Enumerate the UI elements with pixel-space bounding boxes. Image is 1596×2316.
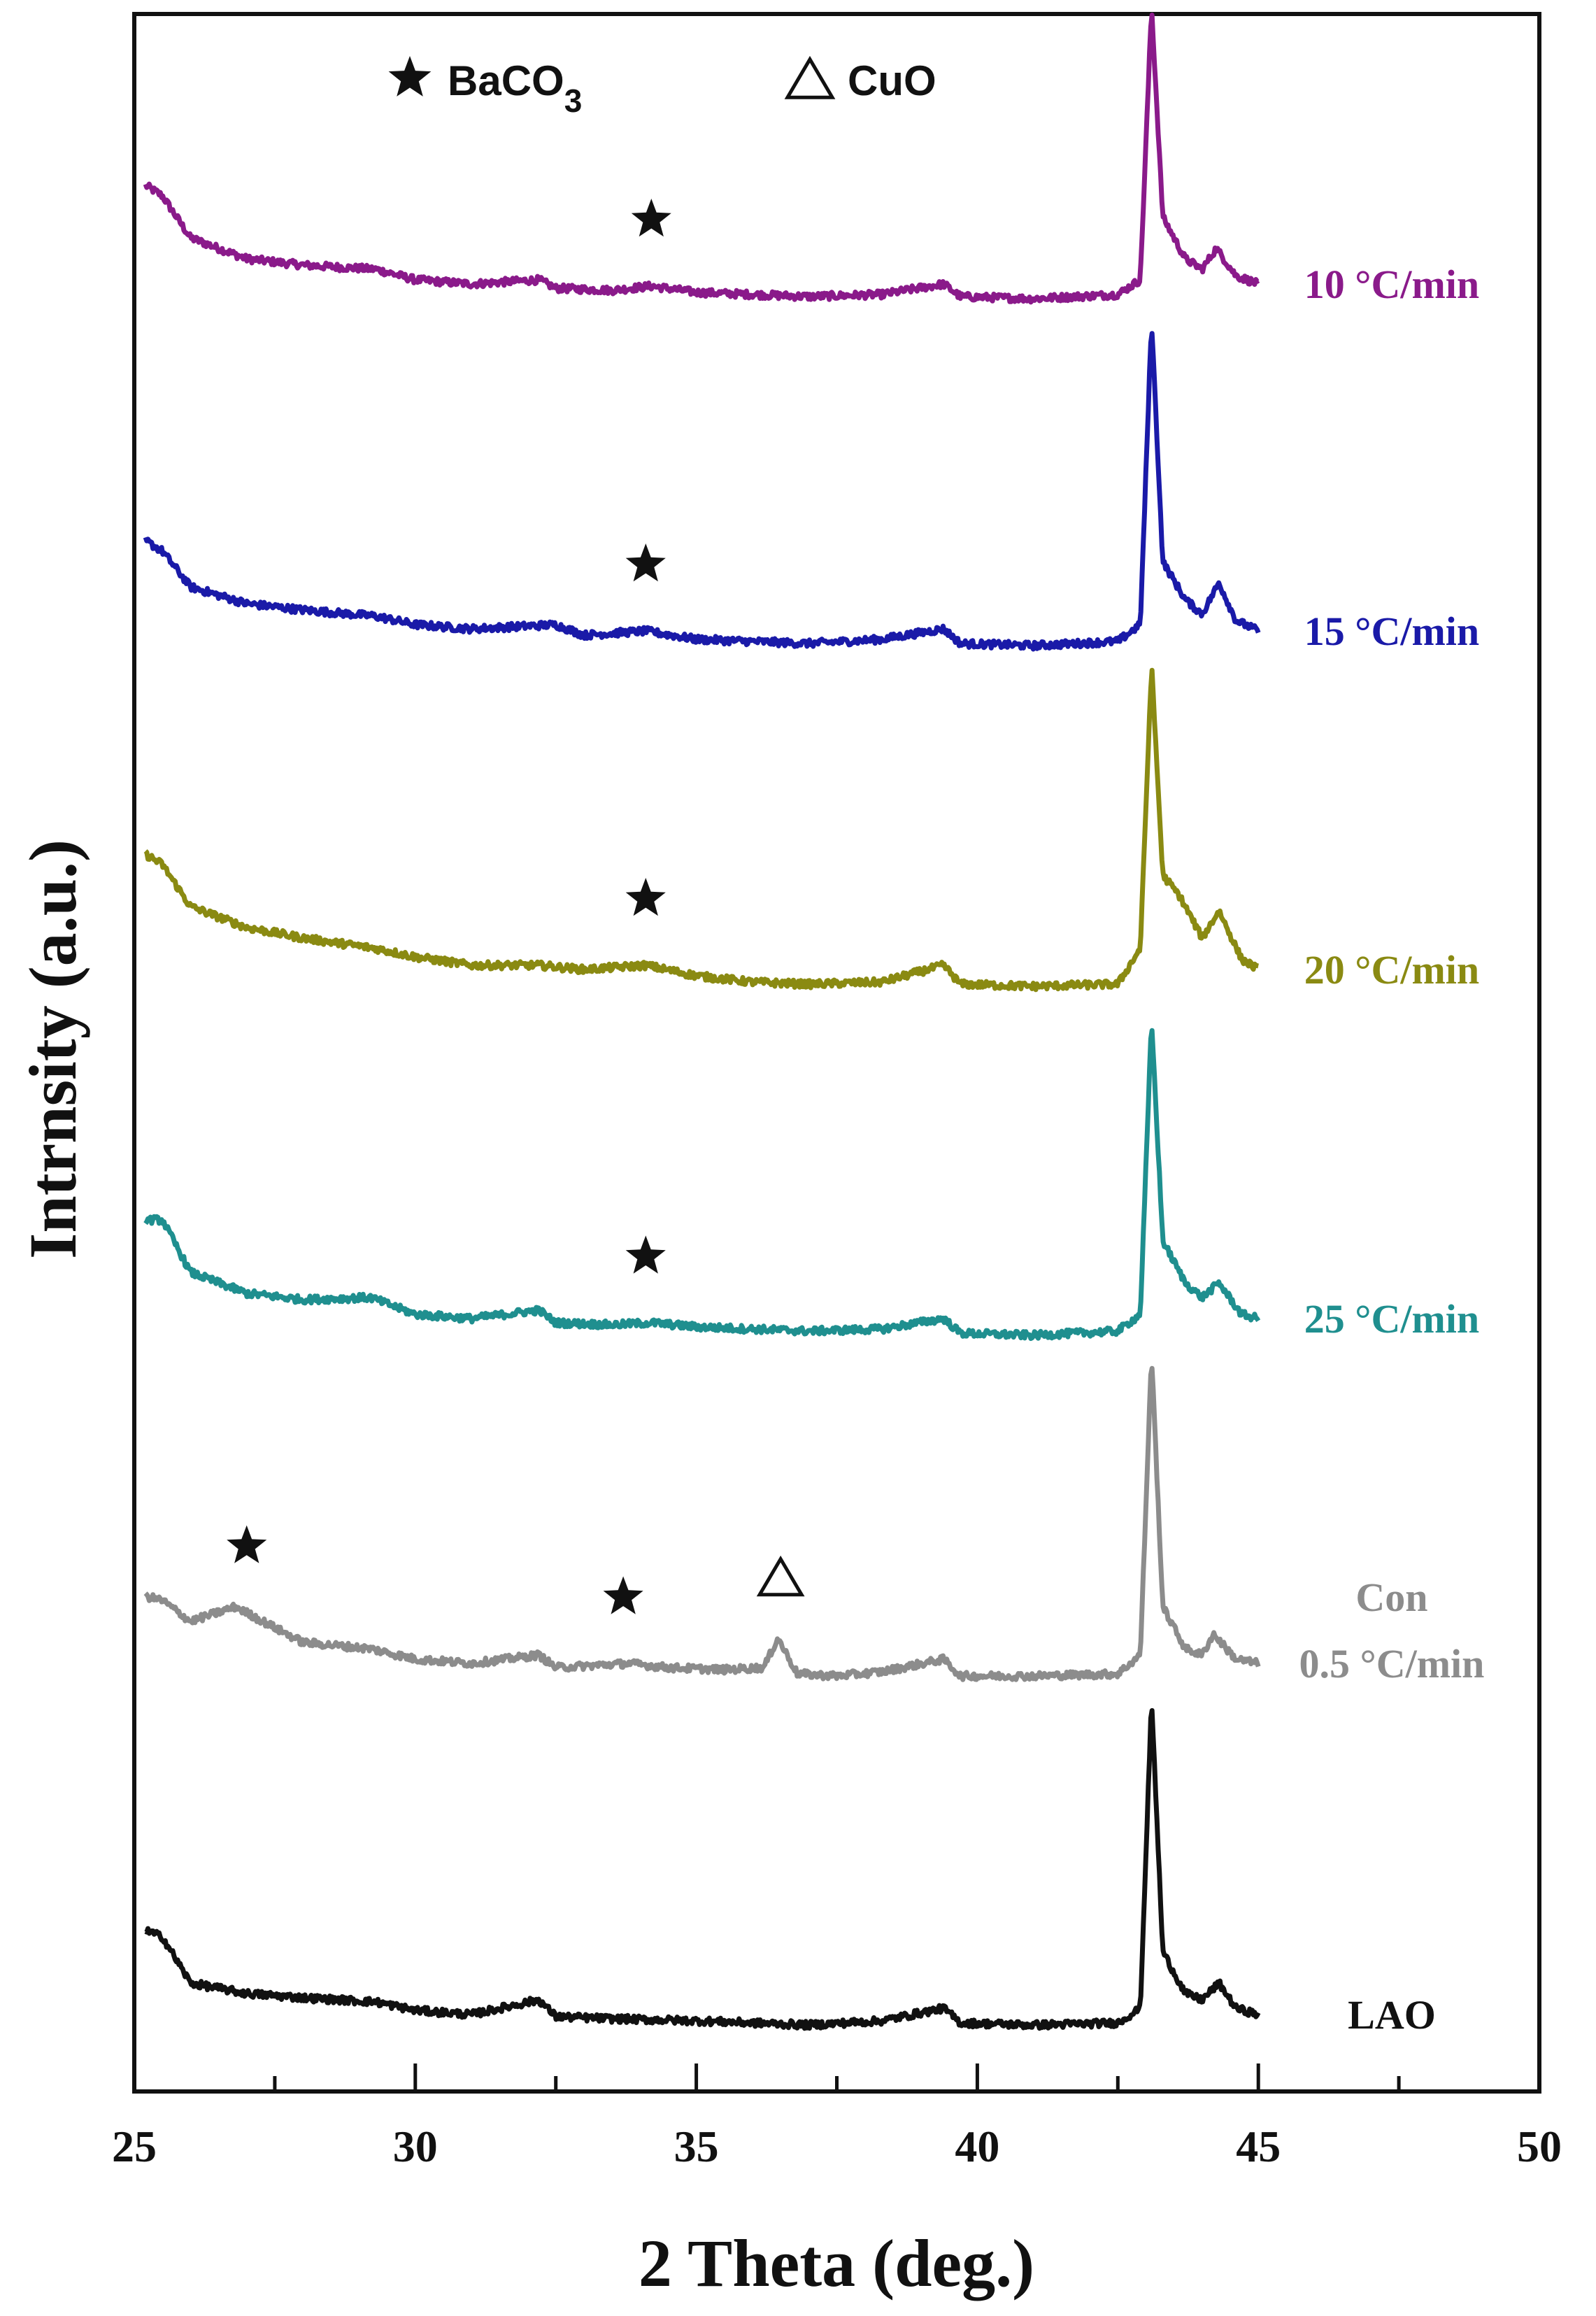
- series-curves: [143, 13, 1261, 2031]
- x-tick-label: 40: [955, 2122, 999, 2171]
- series-label: 0.5 °C/min: [1299, 1641, 1485, 1686]
- series-labels: 10 °C/min 15 °C/min 20 °C/min 25 °C/min Con 0…: [1299, 262, 1485, 2038]
- series-line: [143, 331, 1261, 652]
- legend-label: CuO: [848, 57, 936, 104]
- x-tick-label: 35: [674, 2122, 719, 2171]
- x-tick-label: 50: [1517, 2122, 1562, 2171]
- legend-star-icon: [388, 56, 432, 97]
- star-marker: [227, 1525, 267, 1563]
- series-label: 15 °C/min: [1304, 609, 1479, 654]
- series-label: 10 °C/min: [1304, 262, 1479, 307]
- y-axis-title: Intrnsity (a.u.): [15, 839, 90, 1259]
- legend-label: BaCO3: [448, 57, 582, 119]
- star-marker: [625, 1235, 666, 1274]
- series-line: [143, 667, 1260, 993]
- series-line: [143, 1028, 1261, 1342]
- star-marker: [603, 1576, 643, 1614]
- series-line: [144, 1708, 1261, 2031]
- series-label: 20 °C/min: [1304, 947, 1479, 993]
- x-tick-label: 30: [393, 2122, 438, 2171]
- series-line: [143, 13, 1260, 305]
- series-line: [143, 1365, 1261, 1682]
- series-label: 25 °C/min: [1304, 1296, 1479, 1342]
- star-marker: [625, 544, 666, 582]
- series-label: Con: [1355, 1575, 1427, 1620]
- x-axis-title: 2 Theta (deg.): [639, 2226, 1034, 2301]
- legend-triangle-icon: [784, 55, 836, 99]
- peak-annotations: [227, 199, 805, 1614]
- legend-subscript: 3: [564, 83, 583, 119]
- legend: BaCO3 CuO: [388, 55, 936, 119]
- star-marker: [631, 199, 671, 237]
- x-tick-label: 45: [1236, 2122, 1281, 2171]
- x-tick-label: 25: [112, 2122, 157, 2171]
- x-axis-ticks: 25 30 35 40 45 50: [112, 2063, 1562, 2171]
- series-label: LAO: [1348, 1992, 1436, 2038]
- plot-frame: [132, 12, 1541, 2094]
- star-marker: [625, 878, 666, 916]
- triangle-marker: [756, 1555, 805, 1597]
